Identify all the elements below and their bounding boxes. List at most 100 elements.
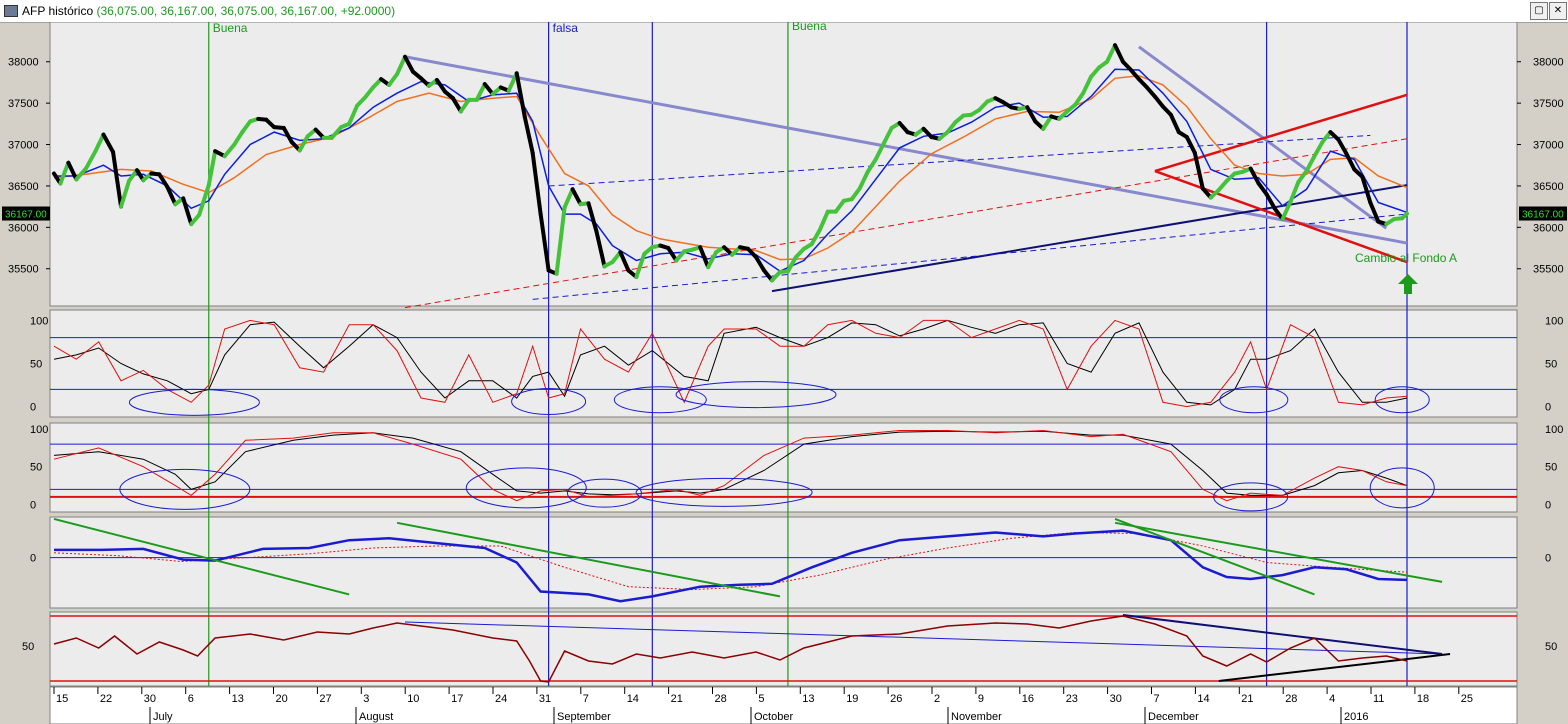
x-day-tick-26: 14 xyxy=(1197,693,1209,705)
rsi-ytick-right: 50 xyxy=(1545,641,1557,653)
price-segment xyxy=(1320,130,1333,145)
mom-trend-2 xyxy=(396,521,781,598)
x-month-label-6: 2016 xyxy=(1344,711,1368,723)
slow-ellipse-4 xyxy=(1213,482,1289,512)
price-ema-fast xyxy=(54,68,1408,273)
price-segment xyxy=(634,251,647,280)
slow-ytick-left-0: 0 xyxy=(30,499,36,511)
price-segment xyxy=(1184,135,1197,155)
price-segment xyxy=(101,132,116,154)
price-ytick-right-3: 37000 xyxy=(1533,140,1564,152)
x-day-tick-16: 5 xyxy=(758,693,764,705)
price-segment xyxy=(1368,200,1381,224)
trendline-channel-low xyxy=(532,213,1408,300)
rsi-trend-lower xyxy=(1218,653,1451,682)
price-segment xyxy=(594,229,607,269)
x-day-tick-30: 11 xyxy=(1373,693,1384,705)
price-segment xyxy=(1113,43,1125,64)
slow-ytick-left-2: 100 xyxy=(30,424,48,436)
stoch-oversold-ellipse-3 xyxy=(675,381,837,409)
price-segment xyxy=(1312,140,1325,159)
stoch-d-line xyxy=(53,319,1408,406)
x-month-label-2: September xyxy=(557,711,611,723)
price-segment xyxy=(674,249,687,263)
price-segment xyxy=(1288,179,1301,204)
slow-stochastic-panel xyxy=(49,422,1518,513)
x-day-tick-17: 13 xyxy=(802,693,814,705)
price-segment xyxy=(897,121,910,135)
annotation-buena-2: Buena xyxy=(792,22,827,33)
window-title-ohlc: (36,075.00, 36,167.00, 36,075.00, 36,167… xyxy=(96,4,396,18)
x-month-label-4: November xyxy=(951,711,1002,723)
stoch-oversold-ellipse-1 xyxy=(511,387,587,415)
price-panel xyxy=(49,22,1518,307)
price-segment xyxy=(562,187,575,210)
price-segment xyxy=(387,72,400,87)
x-day-tick-6: 27 xyxy=(319,693,331,705)
price-segment xyxy=(514,71,527,119)
x-month-label-5: December xyxy=(1148,711,1199,723)
x-day-tick-8: 10 xyxy=(407,693,419,705)
price-segment xyxy=(530,150,543,217)
price-segment xyxy=(297,134,310,153)
price-segment xyxy=(817,209,830,232)
stoch-oversold-ellipse-4 xyxy=(1219,386,1289,414)
price-segment xyxy=(482,82,495,97)
x-day-tick-27: 21 xyxy=(1241,693,1253,705)
stoch-ytick-right-1: 50 xyxy=(1545,359,1557,371)
slow-ytick-right-0: 0 xyxy=(1545,499,1551,511)
price-segment xyxy=(329,125,344,140)
price-segment xyxy=(281,125,294,145)
x-day-tick-23: 23 xyxy=(1066,693,1078,705)
rsi-ytick-left: 50 xyxy=(22,641,34,653)
stoch-ytick-right-0: 0 xyxy=(1545,402,1551,414)
x-day-tick-29: 4 xyxy=(1329,693,1335,705)
x-day-tick-9: 17 xyxy=(451,693,463,705)
slow-ellipse-5 xyxy=(1369,467,1435,509)
price-segment xyxy=(93,132,106,154)
x-day-tick-15: 28 xyxy=(715,693,727,705)
price-segment xyxy=(1344,151,1357,172)
price-ytick-right-4: 37500 xyxy=(1533,98,1564,110)
stoch-ytick-right-2: 100 xyxy=(1545,315,1563,327)
x-day-tick-10: 24 xyxy=(495,693,507,705)
window-title: AFP histórico (36,075.00, 36,167.00, 36,… xyxy=(22,4,395,18)
x-day-tick-11: 31 xyxy=(539,693,551,705)
chart-window-icon xyxy=(4,5,18,17)
price-ytick-right-1: 36000 xyxy=(1533,222,1564,234)
x-day-tick-7: 3 xyxy=(363,693,369,705)
stoch-ytick-left-0: 0 xyxy=(30,402,36,414)
x-day-tick-20: 2 xyxy=(934,693,940,705)
slow-ellipse-2 xyxy=(566,478,642,508)
x-month-label-3: October xyxy=(754,711,793,723)
x-day-tick-24: 30 xyxy=(1110,693,1122,705)
price-segment xyxy=(833,198,846,214)
price-segment xyxy=(403,54,415,74)
price-segment xyxy=(66,160,79,182)
x-month-label-0: July xyxy=(153,711,173,723)
price-segment xyxy=(1280,199,1293,222)
price-segment xyxy=(450,96,463,114)
price-segment xyxy=(1304,154,1317,174)
maximize-button[interactable]: ▢ xyxy=(1530,2,1548,20)
price-segment xyxy=(1168,112,1181,135)
stoch-k-line xyxy=(53,319,1408,408)
mom-main-line xyxy=(54,529,1408,603)
price-segment xyxy=(240,119,253,135)
x-axis-area xyxy=(49,686,1518,724)
stochastic-panel xyxy=(49,309,1518,418)
x-day-tick-31: 18 xyxy=(1417,693,1429,705)
price-segment xyxy=(189,212,202,227)
stoch-oversold-ellipse-2 xyxy=(613,386,707,414)
price-segment xyxy=(538,212,551,273)
price-segment xyxy=(458,97,471,114)
last-price-left: 36167.00 xyxy=(5,210,47,221)
price-segment xyxy=(1216,178,1229,193)
price-ytick-right-0: 35500 xyxy=(1533,264,1564,276)
price-segment xyxy=(1192,150,1205,191)
x-day-tick-1: 22 xyxy=(100,693,112,705)
price-segment xyxy=(1073,91,1086,107)
close-button[interactable]: ✕ xyxy=(1549,2,1567,20)
trendline-support xyxy=(771,184,1408,293)
price-segment xyxy=(395,54,408,77)
